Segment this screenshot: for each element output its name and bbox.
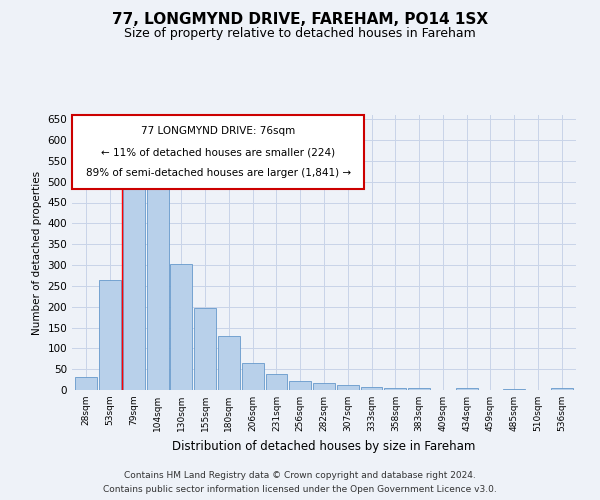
Bar (99, 280, 121, 390)
Text: Contains public sector information licensed under the Open Government Licence v3: Contains public sector information licen… (103, 484, 497, 494)
Bar (503, 389, 525, 390)
Bar (170, 264, 192, 390)
Bar (266, 374, 287, 390)
FancyBboxPatch shape (72, 115, 364, 189)
Bar (194, 308, 216, 390)
Bar (551, 388, 572, 390)
Text: 77 LONGMYND DRIVE: 76sqm: 77 LONGMYND DRIVE: 76sqm (141, 126, 295, 136)
Bar (337, 384, 359, 390)
Bar (242, 363, 263, 390)
Bar (123, 176, 145, 390)
Text: 77, LONGMYND DRIVE, FAREHAM, PO14 1SX: 77, LONGMYND DRIVE, FAREHAM, PO14 1SX (112, 12, 488, 28)
Bar (146, 178, 169, 390)
Text: Size of property relative to detached houses in Fareham: Size of property relative to detached ho… (124, 28, 476, 40)
Bar (408, 388, 430, 390)
Y-axis label: Number of detached properties: Number of detached properties (32, 170, 42, 334)
Text: Contains HM Land Registry data © Crown copyright and database right 2024.: Contains HM Land Registry data © Crown c… (124, 472, 476, 480)
Bar (385, 388, 406, 390)
Bar (361, 386, 382, 390)
Text: 89% of semi-detached houses are larger (1,841) →: 89% of semi-detached houses are larger (… (86, 168, 351, 178)
Bar (76, 377, 97, 390)
Text: ← 11% of detached houses are smaller (224): ← 11% of detached houses are smaller (22… (101, 147, 335, 157)
Bar (313, 382, 335, 390)
X-axis label: Distribution of detached houses by size in Fareham: Distribution of detached houses by size … (172, 440, 476, 452)
Bar (456, 388, 478, 390)
Bar (218, 336, 240, 390)
Bar (289, 381, 311, 390)
